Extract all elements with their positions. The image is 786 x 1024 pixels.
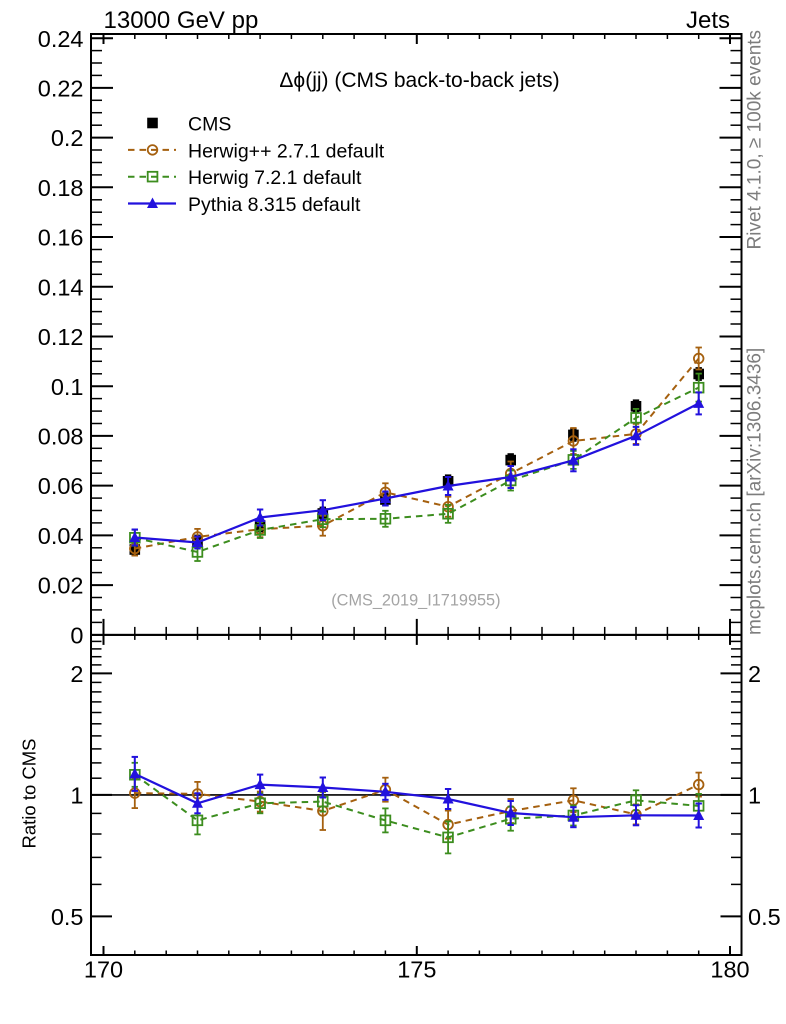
svg-text:0.5: 0.5 — [51, 904, 84, 930]
svg-text:0.06: 0.06 — [38, 473, 84, 499]
svg-text:0.08: 0.08 — [38, 424, 84, 450]
svg-text:0.14: 0.14 — [38, 274, 84, 300]
svg-text:0.1: 0.1 — [51, 374, 84, 400]
svg-text:2: 2 — [70, 661, 83, 687]
svg-text:Δϕ(jj) (CMS back-to-back jets): Δϕ(jj) (CMS back-to-back jets) — [279, 69, 559, 92]
svg-text:0.16: 0.16 — [38, 225, 84, 251]
svg-text:Herwig 7.2.1 default: Herwig 7.2.1 default — [188, 167, 362, 189]
svg-text:13000 GeV pp: 13000 GeV pp — [104, 7, 259, 34]
svg-text:0.02: 0.02 — [38, 573, 84, 599]
svg-text:Pythia 8.315 default: Pythia 8.315 default — [188, 194, 361, 216]
svg-text:0.04: 0.04 — [38, 523, 84, 549]
svg-text:170: 170 — [84, 957, 123, 983]
svg-text:0.2: 0.2 — [51, 125, 84, 151]
svg-text:2: 2 — [748, 661, 761, 687]
svg-text:180: 180 — [710, 957, 749, 983]
svg-text:Ratio to CMS: Ratio to CMS — [19, 738, 40, 848]
svg-text:0.22: 0.22 — [38, 76, 84, 102]
svg-text:1: 1 — [70, 783, 83, 809]
svg-text:0.18: 0.18 — [38, 175, 84, 201]
svg-text:0.12: 0.12 — [38, 324, 84, 350]
svg-text:0: 0 — [70, 622, 83, 648]
svg-text:0.24: 0.24 — [38, 26, 84, 52]
svg-text:0.5: 0.5 — [748, 904, 781, 930]
svg-text:Jets: Jets — [686, 7, 730, 34]
svg-text:1: 1 — [748, 783, 761, 809]
svg-text:175: 175 — [397, 957, 436, 983]
svg-text:CMS: CMS — [188, 113, 231, 135]
svg-text:(CMS_2019_I1719955): (CMS_2019_I1719955) — [331, 591, 500, 609]
svg-text:Rivet 4.1.0, ≥ 100k events: Rivet 4.1.0, ≥ 100k events — [745, 30, 766, 250]
svg-text:mcplots.cern.ch [arXiv:1306.34: mcplots.cern.ch [arXiv:1306.3436] — [745, 348, 766, 635]
svg-text:Herwig++ 2.7.1 default: Herwig++ 2.7.1 default — [188, 140, 385, 162]
